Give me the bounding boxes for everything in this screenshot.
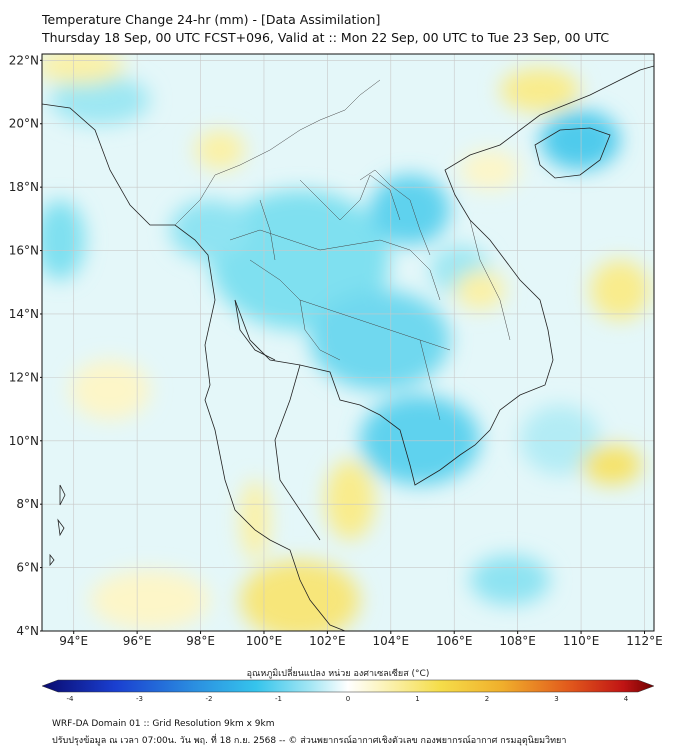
colorbar-tick-label: -4 xyxy=(67,695,75,703)
longitude-labels: 94°E 96°E 98°E 100°E 102°E 104°E 106°E 108°E 110… xyxy=(59,631,663,648)
map-title: Temperature Change 24-hr (mm) - [Data As… xyxy=(42,12,381,27)
temperature-field xyxy=(42,54,654,631)
latitude-label: 18°N xyxy=(9,180,39,194)
latitude-label: 8°N xyxy=(16,497,39,511)
longitude-label: 94°E xyxy=(59,634,88,648)
longitude-label: 108°E xyxy=(499,634,536,648)
colorbar-tick-label: 4 xyxy=(624,695,629,703)
latitude-label: 6°N xyxy=(16,561,39,575)
map-frame xyxy=(41,53,655,632)
footer-model-info: WRF-DA Domain 01 :: Grid Resolution 9km … xyxy=(52,719,275,729)
colorbar-title: อุณหภูมิเปลี่ยนแปลง หน่วย องศาเซลเซียส (… xyxy=(246,669,430,679)
coastline-outline xyxy=(42,65,654,631)
colorbar-tick-label: -2 xyxy=(206,695,213,703)
colorbar: -4 -3 -2 -1 0 1 2 3 4 xyxy=(41,679,655,703)
latitude-labels: 22°N 20°N 18°N 16°N 14°N 12°N 10°N 8°N 6°N 4°N xyxy=(9,53,42,638)
longitude-label: 110°E xyxy=(563,634,600,648)
colorbar-tick-label: 1 xyxy=(415,695,419,703)
longitude-label: 96°E xyxy=(123,634,152,648)
latitude-label: 10°N xyxy=(9,434,39,448)
latitude-label: 12°N xyxy=(9,370,39,384)
graticule xyxy=(42,54,654,632)
colorbar-tick-label: 2 xyxy=(485,695,489,703)
colorbar-tick-label: 0 xyxy=(346,695,350,703)
footer-credit: ปรับปรุงข้อมูล ณ เวลา 07:00น. วัน พฤ. ที… xyxy=(52,736,567,746)
colorbar-tick-label: -3 xyxy=(136,695,143,703)
province-borders xyxy=(174,79,511,421)
longitude-label: 98°E xyxy=(186,634,215,648)
longitude-label: 104°E xyxy=(373,634,410,648)
longitude-label: 102°E xyxy=(309,634,346,648)
latitude-label: 4°N xyxy=(16,624,39,638)
map-subtitle: Thursday 18 Sep, 00 UTC FCST+096, Valid … xyxy=(42,30,610,45)
colorbar-tick-label: 3 xyxy=(554,695,558,703)
longitude-label: 100°E xyxy=(246,634,283,648)
colorbar-tick-label: -1 xyxy=(275,695,282,703)
latitude-label: 14°N xyxy=(9,307,39,321)
latitude-label: 22°N xyxy=(9,53,39,67)
latitude-label: 20°N xyxy=(9,117,39,131)
latitude-label: 16°N xyxy=(9,244,39,258)
longitude-label: 112°E xyxy=(626,634,663,648)
longitude-label: 106°E xyxy=(436,634,473,648)
